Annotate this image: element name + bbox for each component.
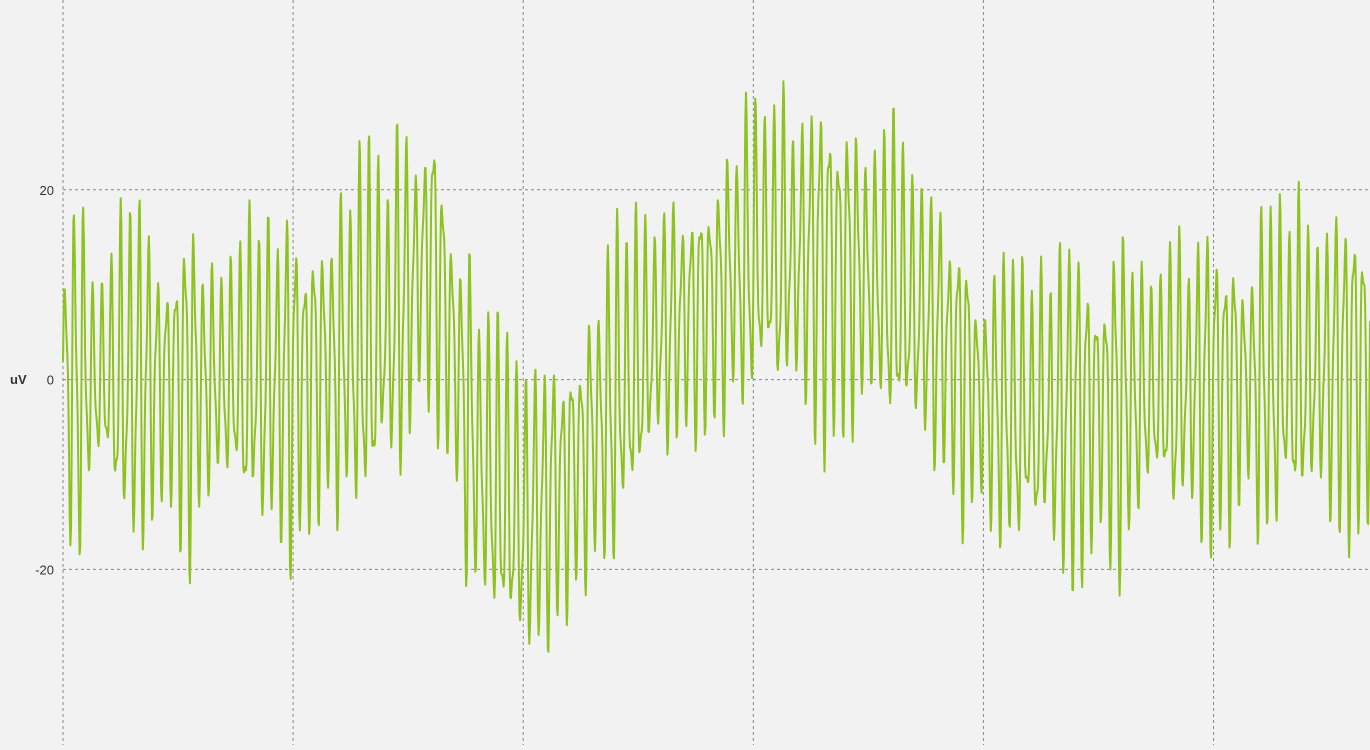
y-tick-label: 20 — [40, 183, 54, 198]
y-tick-label: -20 — [35, 562, 54, 577]
y-axis-title: uV — [10, 372, 27, 387]
y-axis: uV 20 0 -20 — [10, 183, 54, 578]
signal-line — [62, 80, 1370, 653]
signal-trace — [62, 80, 1370, 653]
y-tick-label: 0 — [47, 373, 54, 388]
